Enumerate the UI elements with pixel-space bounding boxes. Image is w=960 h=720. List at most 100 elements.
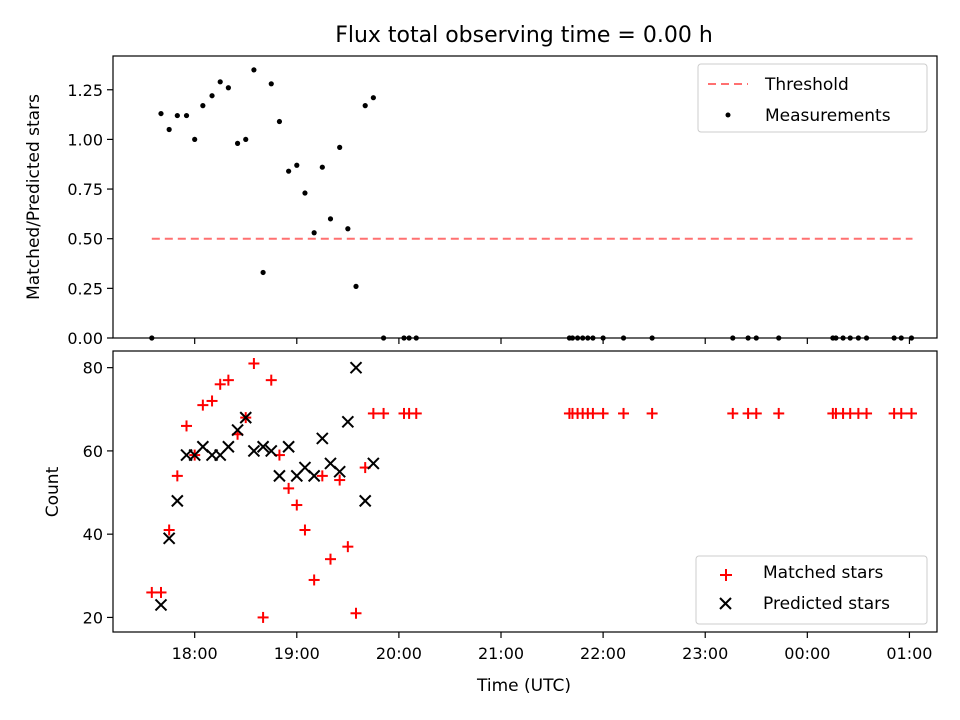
measurement-point: [585, 335, 591, 341]
top-y-tick-label: 0.25: [67, 279, 103, 298]
matched-star-point: [291, 499, 303, 511]
measurement-point: [891, 335, 897, 341]
measurement-point: [753, 335, 759, 341]
bottom-legend: Matched stars Predicted stars: [695, 555, 928, 625]
matched-star-point: [646, 407, 658, 419]
top-axes: 0.00 0.25 0.50 0.75 1.00 1.25: [67, 81, 911, 348]
matched-legend-swatch: [720, 569, 732, 581]
measurement-point: [192, 136, 198, 143]
matched-star-point: [895, 407, 907, 419]
measurement-point: [286, 168, 292, 174]
matched-star-point: [283, 482, 295, 494]
top-marks: [149, 67, 915, 341]
top-y-tick-label: 1.25: [67, 81, 103, 100]
measurement-point: [251, 67, 257, 73]
matched-star-point: [597, 407, 609, 419]
matched-star-point: [342, 541, 354, 553]
bottom-x-tick-label: 20:00: [376, 644, 422, 663]
bottom-axes: 20 40 60 80 18:00 19:00 20:00 21:00 22:00 23:00 00…: [83, 359, 933, 663]
bottom-x-axis-label: Time (UTC): [476, 676, 571, 696]
matched-star-point: [265, 374, 277, 386]
top-y-tick-label: 0.50: [67, 230, 103, 249]
matched-star-point: [587, 407, 599, 419]
measurement-point: [406, 335, 412, 341]
top-panel: 0.00 0.25 0.50 0.75 1.00 1.25 Matched/Predict…: [24, 55, 938, 348]
measurement-point: [908, 335, 915, 341]
predicted-legend-label: Predicted stars: [763, 594, 890, 614]
top-plot-area: [112, 55, 938, 339]
figure-title: Flux total observing time = 0.00 h: [335, 23, 713, 48]
bottom-x-tick-label: 01:00: [886, 644, 932, 663]
predicted-star-point: [358, 494, 372, 508]
measurement-point: [302, 190, 308, 196]
measurements-legend-label: Measurements: [765, 106, 891, 126]
measurement-point: [353, 283, 359, 289]
measurement-point: [268, 81, 274, 87]
threshold-legend-label: Threshold: [764, 75, 849, 95]
bottom-y-tick-label: 80: [83, 359, 103, 378]
predicted-star-point: [265, 444, 278, 458]
bottom-y-axis-label: Count: [43, 466, 63, 517]
matched-star-point: [727, 407, 739, 419]
measurement-point: [327, 216, 334, 222]
predicted-star-point: [231, 423, 244, 437]
measurement-point: [569, 335, 576, 341]
top-legend: Threshold Measurements: [697, 63, 928, 133]
matched-star-point: [334, 474, 346, 486]
measurement-point: [649, 335, 655, 341]
measurement-point: [294, 162, 300, 168]
measurement-point: [149, 335, 155, 341]
matched-star-point: [378, 407, 390, 419]
top-y-tick-label: 1.00: [67, 130, 103, 149]
matched-star-point: [155, 586, 167, 598]
measurement-point: [833, 335, 839, 341]
matched-star-point: [350, 607, 362, 619]
bottom-y-tick-label: 40: [83, 525, 103, 544]
matched-star-point: [367, 407, 379, 419]
measurement-point: [200, 103, 206, 109]
measurement-point: [183, 112, 190, 119]
measurements-legend-swatch: [725, 112, 731, 118]
matched-star-point: [248, 357, 260, 369]
bottom-panel: 20 40 60 80 18:00 19:00 20:00 21:00 22:00 23:00 00…: [43, 350, 938, 696]
bottom-x-tick-label: 22:00: [580, 644, 626, 663]
measurement-point: [730, 335, 736, 341]
predicted-star-point: [162, 532, 176, 545]
predicted-star-point: [239, 411, 252, 424]
measurement-point: [217, 79, 223, 85]
bottom-legend-frame: [695, 555, 928, 625]
predicted-star-point: [333, 465, 346, 478]
matched-star-point: [181, 420, 193, 432]
measurement-point: [234, 140, 241, 146]
measurement-point: [620, 335, 627, 341]
measurement-point: [745, 335, 751, 341]
predicted-star-point: [316, 432, 329, 445]
measurement-point: [401, 335, 407, 341]
matched-star-point: [308, 574, 320, 586]
top-y-tick-label: 0.00: [67, 329, 103, 348]
matched-star-point: [861, 407, 873, 419]
bottom-x-tick-label: 21:00: [478, 644, 524, 663]
bottom-y-tick-label: 60: [83, 442, 103, 461]
measurement-point: [311, 230, 317, 236]
measurement-point: [863, 335, 870, 341]
bottom-plot-area: [112, 350, 938, 633]
predicted-star-point: [307, 469, 321, 483]
measurement-point: [166, 126, 172, 133]
bottom-x-tick-label: 00:00: [784, 644, 830, 663]
measurement-point: [209, 93, 215, 99]
matched-star-point: [773, 407, 785, 419]
predicted-star-point: [154, 598, 168, 612]
matched-legend-label: Matched stars: [763, 563, 883, 583]
measurement-point: [174, 112, 180, 119]
predicted-star-point: [273, 469, 286, 483]
measurement-point: [840, 335, 846, 341]
measurement-point: [574, 335, 581, 341]
top-y-axis-label: Matched/Predicted stars: [24, 94, 44, 300]
measurement-point: [413, 335, 419, 341]
matched-star-point: [171, 470, 183, 482]
matched-star-point: [163, 524, 175, 536]
measurement-point: [855, 335, 861, 341]
matched-star-point: [197, 399, 209, 411]
